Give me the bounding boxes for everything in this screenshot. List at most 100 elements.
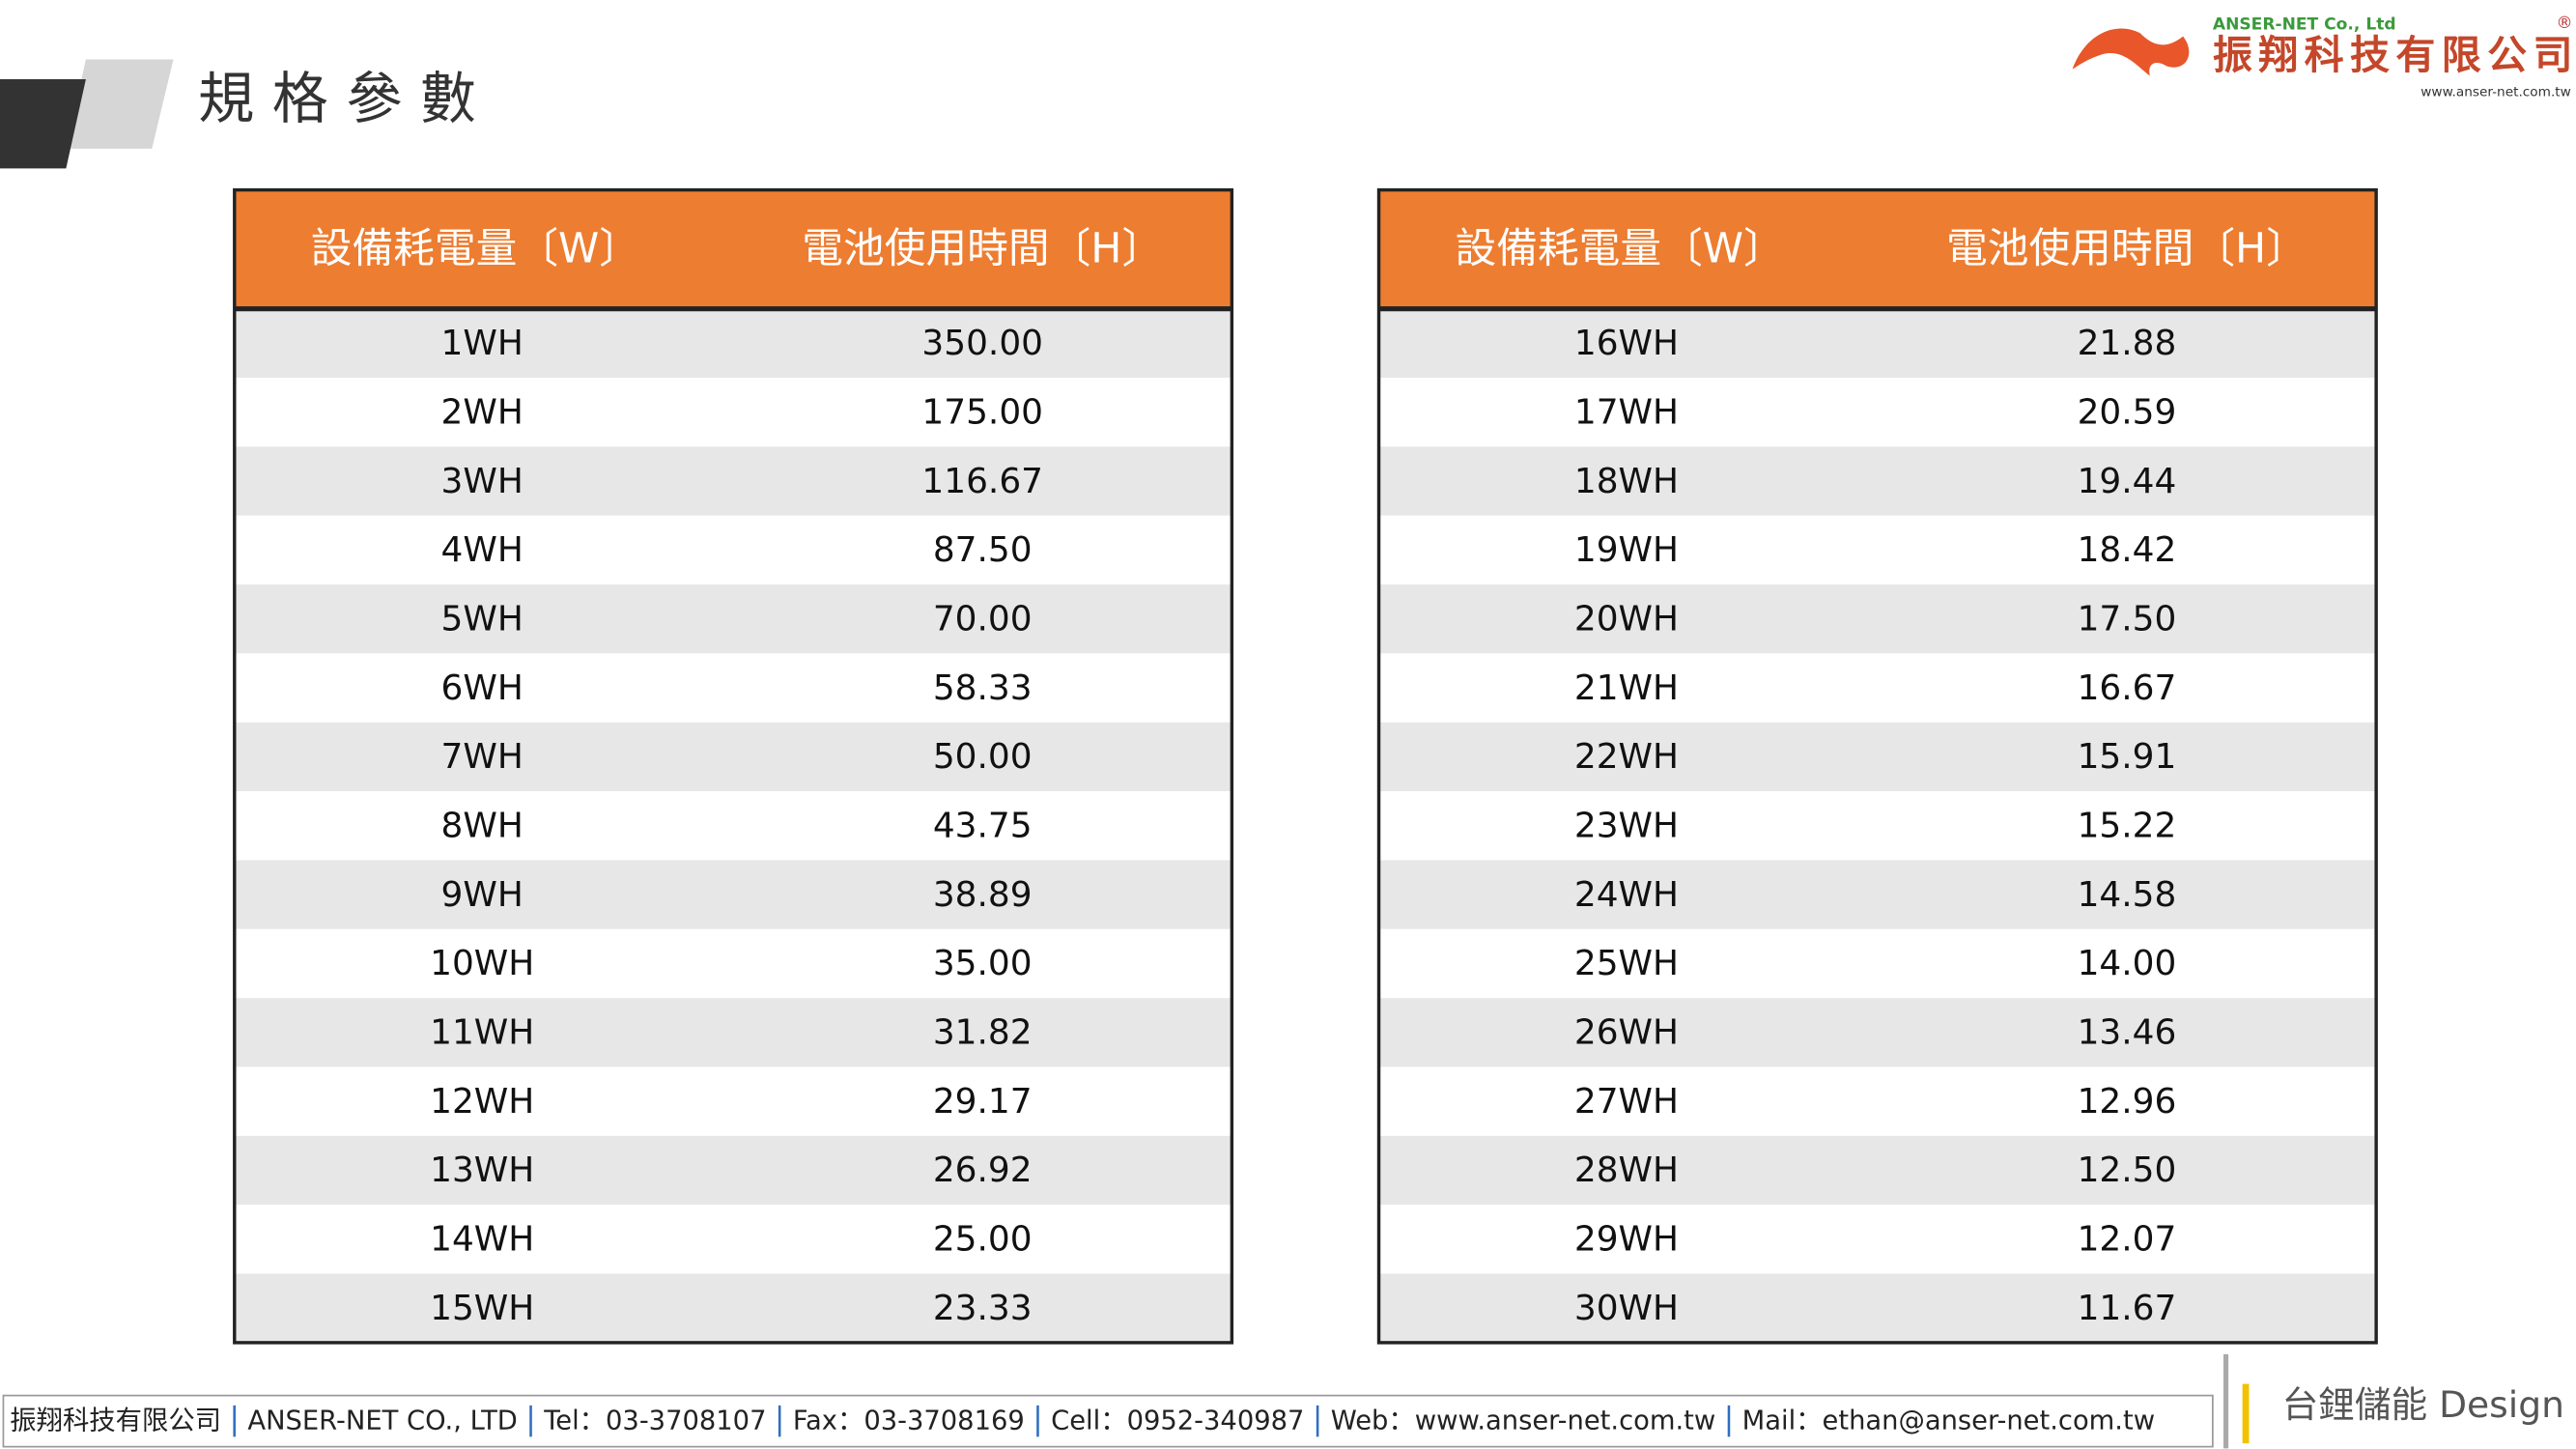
footer-item: Fax：03-3708169 <box>793 1406 1025 1435</box>
table-row <box>1378 998 2377 1067</box>
table-row <box>1378 928 2377 999</box>
footer-item: Cell：0952-340987 <box>1051 1406 1304 1435</box>
table-row <box>234 515 1232 585</box>
table-cell: 7WH <box>441 737 524 777</box>
table-cell: 23WH <box>1574 807 1679 846</box>
table-row <box>234 791 1232 861</box>
table-cell: 25WH <box>1574 944 1679 983</box>
table-cell: 15WH <box>430 1289 534 1328</box>
table-cell: 11.67 <box>2078 1289 2177 1328</box>
logo-web: www.anser-net.com.tw <box>2420 85 2571 100</box>
table-cell: 15.22 <box>2078 807 2177 846</box>
table-row <box>1378 515 2377 585</box>
table-cell: 18WH <box>1574 462 1679 501</box>
title: 規 格 參 數 <box>198 66 476 131</box>
table-cell: 4WH <box>441 530 524 570</box>
table-cell: 18.42 <box>2078 530 2177 570</box>
table-row <box>1378 722 2377 792</box>
column-header: 設備耗電量〔W〕 <box>1455 224 1784 272</box>
logo-en: ANSER-NET Co., Ltd <box>2213 15 2396 35</box>
table-row <box>1378 791 2377 861</box>
table-cell: 26WH <box>1574 1013 1679 1053</box>
table-cell: 6WH <box>441 668 524 708</box>
table-cell: 23.33 <box>933 1289 1033 1328</box>
table-cell: 25.00 <box>933 1220 1033 1260</box>
table-cell: 70.00 <box>933 599 1033 639</box>
table-row <box>234 860 1232 929</box>
table-cell: 87.50 <box>933 530 1033 570</box>
table-cell: 29WH <box>1574 1220 1679 1260</box>
table-cell: 9WH <box>441 875 524 915</box>
table-row <box>1378 446 2377 516</box>
table-cell: 16.67 <box>2078 668 2177 708</box>
table-row <box>234 722 1232 792</box>
column-header: 電池使用時間〔H〕 <box>1946 224 2307 272</box>
table-row <box>1378 378 2377 447</box>
table-cell: 12.96 <box>2078 1082 2177 1122</box>
table-cell: 5WH <box>441 599 524 639</box>
table-cell: 27WH <box>1574 1082 1679 1122</box>
table-cell: 14WH <box>430 1220 534 1260</box>
table-cell: 8WH <box>441 807 524 846</box>
table-row <box>1378 653 2377 723</box>
table-cell: 21.88 <box>2078 324 2177 363</box>
table-row <box>1378 860 2377 929</box>
table-row <box>234 1066 1232 1136</box>
footer-box <box>2 1394 2214 1448</box>
table-cell: 17WH <box>1574 392 1679 432</box>
table-cell: 28WH <box>1574 1151 1679 1190</box>
table-cell: 19.44 <box>2078 462 2177 501</box>
footer-item: ANSER-NET CO., LTD <box>247 1406 517 1435</box>
table-cell: 15.91 <box>2078 737 2177 777</box>
table-row <box>234 308 1232 379</box>
footer-item: Tel：03-3708107 <box>543 1406 766 1435</box>
table-cell: 29.17 <box>933 1082 1033 1122</box>
footer-item: Mail：ethan@anser-net.com.tw <box>1742 1406 2155 1435</box>
table-cell: 43.75 <box>933 807 1033 846</box>
table-row <box>234 653 1232 723</box>
table-row <box>234 378 1232 447</box>
table-row <box>234 446 1232 516</box>
table-cell: 12WH <box>430 1082 534 1122</box>
table-cell: 1WH <box>441 324 524 363</box>
table-cell: 12.50 <box>2078 1151 2177 1190</box>
table-border <box>1376 187 2378 1345</box>
table-cell: 116.67 <box>921 462 1043 501</box>
table-cell: 20.59 <box>2078 392 2177 432</box>
table-cell: 10WH <box>430 944 534 983</box>
table-cell: 2WH <box>441 392 524 432</box>
table-cell: 26.92 <box>933 1151 1033 1190</box>
table-row <box>1378 584 2377 654</box>
table-row <box>1378 1205 2377 1274</box>
table-cell: 20WH <box>1574 599 1679 639</box>
logo-bird <box>2072 28 2190 76</box>
table-cell: 50.00 <box>933 737 1033 777</box>
table-cell: 30WH <box>1574 1289 1679 1328</box>
table-cell: 19WH <box>1574 530 1679 570</box>
table-cell: 31.82 <box>933 1013 1033 1053</box>
table-cell: 12.07 <box>2078 1220 2177 1260</box>
table-cell: 13.46 <box>2078 1013 2177 1053</box>
table-cell: 35.00 <box>933 944 1033 983</box>
footer-item: 振翔科技有限公司 <box>10 1406 221 1435</box>
column-header: 電池使用時間〔H〕 <box>802 224 1163 272</box>
footer-item: Web：www.anser-net.com.tw <box>1331 1406 1716 1435</box>
logo-mark: ® <box>2556 14 2572 33</box>
table-cell: 11WH <box>430 1013 534 1053</box>
table-row <box>1378 1066 2377 1136</box>
table-row <box>234 928 1232 999</box>
table-cell: 350.00 <box>921 324 1043 363</box>
table-row <box>1378 308 2377 379</box>
table-row <box>234 1205 1232 1274</box>
table-row <box>234 998 1232 1067</box>
table-cell: 175.00 <box>921 392 1043 432</box>
table-header <box>234 189 1232 309</box>
deco-gray <box>66 59 174 149</box>
table-cell: 14.00 <box>2078 944 2177 983</box>
table-cell: 3WH <box>441 462 524 501</box>
deco-dark <box>0 79 86 169</box>
table-row <box>234 1273 1232 1343</box>
table-cell: 14.58 <box>2078 875 2177 915</box>
table-cell: 16WH <box>1574 324 1679 363</box>
